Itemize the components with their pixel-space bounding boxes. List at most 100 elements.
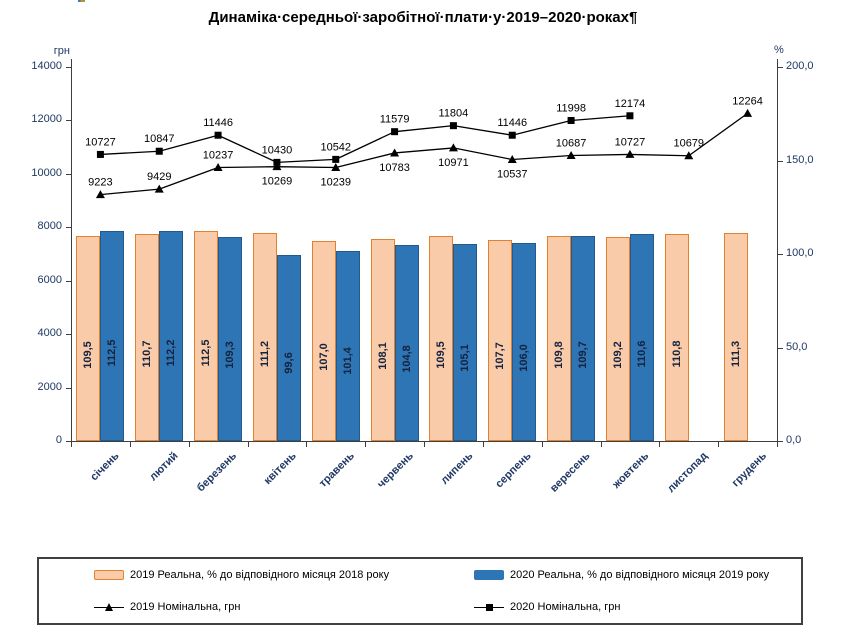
month-label: січень — [88, 450, 122, 484]
left-axis-tick — [66, 120, 71, 122]
chart-legend: 2019 Реальна, % до відповідного місяця 2… — [37, 557, 803, 625]
line-point-label: 11579 — [380, 114, 410, 126]
bar-value-label: 110,7 — [141, 340, 154, 368]
left-axis-line — [71, 59, 72, 442]
left-axis-tick-label: 12000 — [31, 113, 62, 126]
legend-label: 2019 Реальна, % до відповідного місяця 2… — [130, 569, 390, 581]
legend-item-2020-real: 2020 Реальна, % до відповідного місяця 2… — [474, 569, 769, 581]
nominal-line-2020 — [100, 115, 630, 164]
x-axis-tick — [129, 441, 131, 447]
x-axis-tick — [718, 441, 720, 447]
bar-2020 — [218, 236, 243, 441]
bar-value-label: 112,5 — [200, 339, 213, 367]
bar-value-label: 109,5 — [82, 341, 95, 369]
square-marker — [391, 128, 399, 136]
triangle-marker — [507, 155, 517, 164]
bar-2019 — [370, 238, 395, 441]
bar-value-label: 107,0 — [317, 343, 330, 371]
line-point-label: 10783 — [379, 162, 410, 174]
legend-swatch-square-line — [474, 603, 504, 612]
month-label: березень — [195, 450, 240, 495]
line-point-label: 9223 — [88, 177, 112, 189]
right-axis-tick-label: 200,0 — [786, 60, 814, 72]
bar-2020 — [629, 234, 654, 441]
triangle-marker-icon — [105, 602, 113, 611]
x-axis-tick — [659, 441, 661, 447]
triangle-marker — [272, 162, 282, 171]
month-label: листопад — [665, 450, 711, 495]
bar-2019 — [429, 236, 454, 441]
bar-2019 — [311, 240, 336, 441]
bar-value-label: 109,8 — [553, 340, 566, 369]
line-point-label: 10542 — [320, 141, 351, 153]
line-point-label: 10727 — [85, 136, 116, 148]
bar-2020 — [335, 251, 360, 441]
bar-value-label: 101,4 — [341, 347, 354, 376]
right-axis-tick — [778, 347, 783, 349]
square-marker-icon — [486, 603, 493, 611]
right-axis-tick-label: 100,0 — [786, 247, 814, 259]
screen-artifact — [78, 0, 85, 2]
x-axis-tick — [71, 441, 72, 447]
left-axis-tick-label: 14000 — [31, 60, 62, 72]
right-axis-tick-label: 150,0 — [786, 153, 814, 166]
square-marker — [626, 112, 634, 120]
month-label: травень — [317, 450, 358, 490]
right-axis-tick — [778, 254, 783, 255]
square-marker — [508, 131, 516, 139]
legend-swatch-blue-bar — [474, 570, 504, 580]
right-axis-tick — [778, 160, 783, 162]
bar-2020 — [159, 231, 184, 441]
line-point-label: 10727 — [615, 136, 646, 148]
bar-value-label: 112,2 — [165, 339, 178, 367]
chart-title: Динаміка·середньої·заробітної·плати·у·20… — [208, 9, 638, 26]
legend-label: 2020 Номінальна, грн — [510, 601, 621, 613]
bar-value-label: 105,1 — [459, 344, 472, 373]
triangle-marker — [743, 108, 753, 117]
bar-value-label: 107,7 — [494, 342, 507, 371]
bar-2020 — [394, 245, 419, 441]
x-axis-tick — [306, 441, 308, 447]
triangle-marker — [213, 163, 223, 172]
left-axis-tick-label: 8000 — [37, 220, 62, 233]
legend-item-2019-nominal: 2019 Номінальна, грн — [94, 601, 240, 613]
x-axis-tick — [541, 441, 543, 447]
triangle-marker — [625, 149, 635, 158]
bar-value-label: 111,3 — [729, 340, 742, 367]
bar-value-label: 99,6 — [282, 352, 295, 374]
line-point-label: 11446 — [497, 117, 527, 129]
month-label: квітень — [261, 450, 299, 487]
bar-value-label: 109,7 — [577, 341, 590, 369]
x-axis-tick — [482, 441, 484, 447]
line-point-label: 10237 — [203, 150, 234, 162]
left-axis-tick-label: 10000 — [31, 166, 62, 179]
left-axis-tick — [66, 387, 71, 389]
month-label: липень — [438, 450, 475, 487]
x-axis-tick — [777, 441, 778, 447]
bar-2020 — [571, 235, 596, 441]
line-point-label: 9429 — [147, 171, 171, 183]
square-marker — [155, 147, 163, 155]
legend-swatch-triangle-line — [94, 602, 124, 612]
bar-value-label: 109,5 — [435, 341, 448, 369]
line-point-label: 12174 — [615, 98, 646, 110]
bar-value-label: 111,2 — [258, 340, 271, 367]
bar-2020 — [512, 242, 537, 441]
line-point-label: 10971 — [438, 157, 469, 169]
bar-2019 — [605, 236, 630, 441]
square-marker — [214, 131, 222, 139]
triangle-marker — [154, 184, 164, 193]
x-axis-tick — [365, 441, 367, 447]
legend-swatch-orange-bar — [94, 570, 124, 580]
x-axis-tick — [600, 441, 602, 447]
line-point-label: 11804 — [439, 108, 469, 120]
x-axis-tick — [424, 441, 425, 447]
bar-2019 — [76, 236, 101, 441]
bar-2020 — [453, 244, 478, 441]
triangle-marker — [448, 143, 458, 152]
bar-2019 — [135, 233, 160, 441]
left-axis-tick — [66, 280, 71, 282]
legend-item-2019-real: 2019 Реальна, % до відповідного місяця 2… — [94, 569, 389, 581]
bar-2019 — [664, 233, 689, 441]
